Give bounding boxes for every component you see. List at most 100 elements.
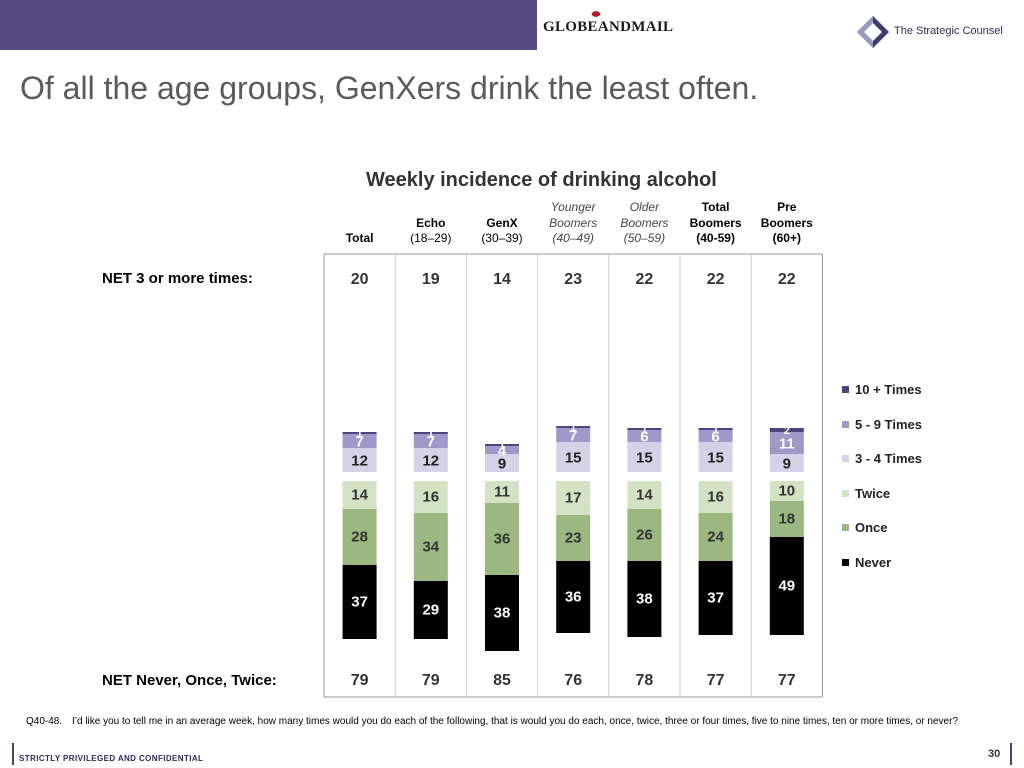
legend-swatch — [842, 455, 849, 462]
legend-label: 3 - 4 Times — [855, 451, 922, 466]
bar-label-10-times: 1 — [570, 422, 576, 434]
bar-label-3-4-times: 9 — [498, 456, 506, 473]
net-top-value: 22 — [636, 271, 654, 288]
net-top-label: NET 3 or more times: — [102, 270, 253, 287]
bar-label-once: 36 — [494, 531, 511, 548]
bar-5-9-times — [769, 432, 804, 454]
net-bottom-value: 79 — [422, 672, 440, 689]
bar-10-times — [342, 432, 377, 434]
bar-label-3-4-times: 15 — [636, 450, 653, 467]
column-header: Total Boomers (40-59) — [680, 200, 752, 247]
bar-label-5-9-times: 11 — [779, 436, 795, 453]
column-header-line: Boomers — [689, 215, 742, 230]
bar-label-once: 24 — [707, 529, 724, 546]
bar-never — [556, 561, 591, 633]
bar-label-once: 23 — [565, 530, 582, 547]
bar-label-5-9-times: 6 — [711, 429, 719, 446]
bar-3-4-times — [698, 442, 733, 472]
bar-3-4-times — [413, 448, 448, 472]
bar-5-9-times — [485, 446, 519, 454]
bar-5-9-times — [627, 430, 662, 442]
bar-twice — [769, 481, 804, 501]
bar-label-twice: 16 — [707, 489, 724, 506]
bar-twice — [485, 481, 519, 503]
legend-label: Once — [855, 520, 888, 535]
net-bottom-value: 76 — [564, 672, 582, 689]
bar-label-10-times: 1 — [357, 428, 363, 440]
bar-3-4-times — [342, 448, 377, 472]
legend-item-once: Once — [842, 520, 888, 535]
legend-label: 10 + Times — [855, 382, 922, 397]
bar-once — [556, 515, 591, 561]
bar-label-5-9-times: 7 — [427, 434, 435, 451]
column-header: GenX (30–39) — [466, 200, 538, 247]
chart-title: Weekly incidence of drinking alcohol — [366, 169, 717, 191]
bar-label-10-times: 1 — [641, 424, 647, 436]
bar-label-twice: 17 — [565, 490, 582, 507]
bar-5-9-times — [556, 428, 591, 442]
bar-10-times — [413, 432, 448, 434]
bar-3-4-times — [556, 442, 591, 472]
bar-never — [627, 561, 662, 637]
column-header: Echo (18–29) — [395, 200, 467, 247]
legend-item-never: Never — [842, 555, 891, 570]
bar-once — [769, 501, 804, 537]
column-header: Total — [324, 200, 396, 247]
column-header-line: GenX — [486, 215, 518, 230]
bar-never — [769, 537, 804, 635]
confidential-notice: STRICTLY PRIVILEGED AND CONFIDENTIAL — [19, 754, 204, 763]
net-bottom-value: 77 — [707, 672, 725, 689]
bar-label-3-4-times: 12 — [422, 453, 439, 470]
legend-item-3-4-times: 3 - 4 Times — [842, 451, 922, 466]
bar-label-once: 26 — [636, 527, 653, 544]
bar-never — [342, 565, 377, 639]
column-header-line: Boomers — [549, 215, 598, 230]
legend-item-5-9-times: 5 - 9 Times — [842, 417, 922, 432]
bar-label-5-9-times: 7 — [355, 434, 363, 451]
legend-swatch — [842, 489, 849, 497]
bar-label-10-times: 1 — [428, 428, 434, 440]
column-header-line: (18–29) — [410, 231, 452, 245]
legend-swatch — [842, 558, 849, 566]
legend-swatch — [842, 386, 849, 393]
net-bottom-value: 78 — [636, 672, 654, 689]
bar-label-twice: 10 — [778, 483, 795, 500]
bar-label-10-times: 1 — [713, 424, 719, 436]
net-bottom-value: 85 — [493, 672, 511, 689]
column-header: Older Boomers (50–59) — [608, 200, 680, 247]
bar-once — [413, 513, 448, 581]
column-header-line: Total — [701, 200, 730, 214]
column-header: Younger Boomers (40–49) — [537, 200, 609, 247]
bar-label-3-4-times: 15 — [565, 450, 582, 467]
bar-never — [413, 581, 448, 639]
footnote-question-id: Q40-48. — [26, 716, 63, 727]
footnote: Q40-48. I’d like you to tell me in an av… — [26, 715, 1011, 729]
header-bar — [0, 0, 537, 50]
net-top-value: 23 — [564, 271, 582, 288]
net-top-value: 20 — [351, 271, 369, 288]
legend-swatch — [842, 524, 849, 531]
bar-label-once: 28 — [351, 529, 368, 546]
bar-3-4-times — [627, 442, 662, 472]
net-bottom-value: 79 — [351, 672, 369, 689]
bar-twice — [556, 481, 591, 515]
bar-label-twice: 11 — [494, 484, 510, 501]
bar-10-times — [698, 428, 733, 430]
bar-10-times — [627, 428, 662, 430]
bar-twice — [627, 481, 662, 509]
footer-divider — [12, 743, 14, 765]
bar-5-9-times — [342, 434, 377, 448]
page-divider — [1010, 743, 1012, 765]
bar-3-4-times — [485, 454, 519, 472]
legend-label: 5 - 9 Times — [855, 416, 922, 432]
legend-item-twice: Twice — [842, 486, 890, 501]
bar-5-9-times — [698, 430, 733, 442]
bar-label-never: 38 — [494, 605, 511, 622]
bar-label-never: 37 — [351, 594, 368, 611]
strategic-counsel-logo-text: The Strategic Counsel — [894, 25, 1003, 37]
column-header: Pre Boomers (60+) — [751, 200, 823, 247]
net-bottom-value: 77 — [778, 672, 796, 689]
bar-once — [698, 513, 733, 561]
bar-10-times — [769, 428, 804, 432]
bar-label-5-9-times: 7 — [569, 428, 577, 445]
